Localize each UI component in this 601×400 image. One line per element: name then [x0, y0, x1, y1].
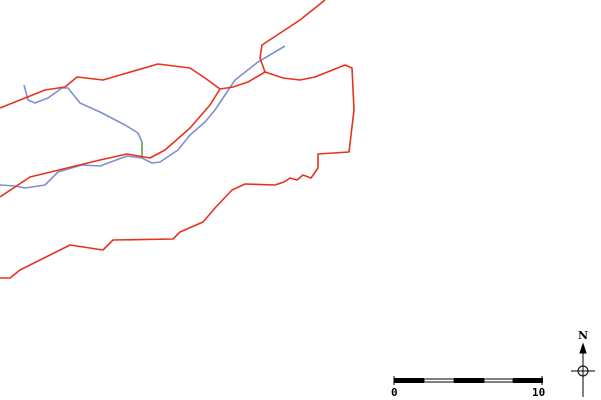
road-minor [141, 45, 286, 164]
road-minor [23, 84, 143, 143]
road-major [0, 63, 221, 109]
road-major [259, 0, 326, 73]
scale-end-label: 10 [532, 386, 546, 399]
road-major [0, 64, 355, 279]
road-minor [0, 155, 143, 189]
road-major [0, 88, 221, 198]
north-label: N [578, 329, 589, 342]
scale-start-label: 0 [391, 386, 398, 399]
north-arrow-icon [571, 342, 595, 397]
scale-bar [393, 376, 543, 385]
